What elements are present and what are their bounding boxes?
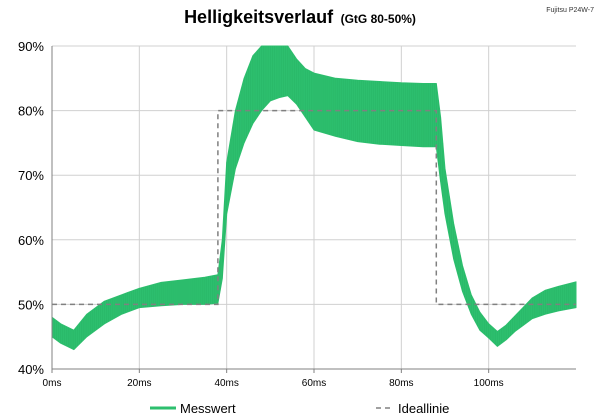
grid-lines xyxy=(52,45,576,369)
y-tick-label: 70% xyxy=(18,168,44,183)
x-tick-label: 80ms xyxy=(389,378,413,389)
legend-label-messwert: Messwert xyxy=(180,401,236,416)
x-tick-label: 100ms xyxy=(474,378,504,389)
y-tick-label: 50% xyxy=(18,297,44,312)
y-tick-label: 40% xyxy=(18,362,44,377)
x-tick-label: 40ms xyxy=(214,378,238,389)
measured-series xyxy=(51,45,577,351)
axes xyxy=(51,46,576,373)
x-tick-label: 60ms xyxy=(302,378,326,389)
chart-subtitle: (GtG 80-50%) xyxy=(341,12,416,26)
y-tick-label: 90% xyxy=(18,39,44,54)
y-tick-label: 80% xyxy=(18,104,44,119)
chart-title-group: Helligkeitsverlauf (GtG 80-50%) xyxy=(184,7,416,27)
y-tick-label: 60% xyxy=(18,233,44,248)
x-tick-label: 0ms xyxy=(43,378,62,389)
y-axis-ticks: 40% 50% 60% 70% 80% 90% xyxy=(18,39,44,377)
ideal-series xyxy=(52,109,576,306)
legend-label-ideallinie: Ideallinie xyxy=(398,401,449,416)
series-ideallinie-line xyxy=(52,109,576,306)
chart-title: Helligkeitsverlauf xyxy=(184,7,334,27)
x-axis-ticks: 0ms 20ms 40ms 60ms 80ms 100ms xyxy=(43,378,504,389)
device-label: Fujitsu P24W-7 xyxy=(546,7,594,14)
legend: Messwert Ideallinie xyxy=(150,401,449,416)
x-tick-label: 20ms xyxy=(127,378,151,389)
